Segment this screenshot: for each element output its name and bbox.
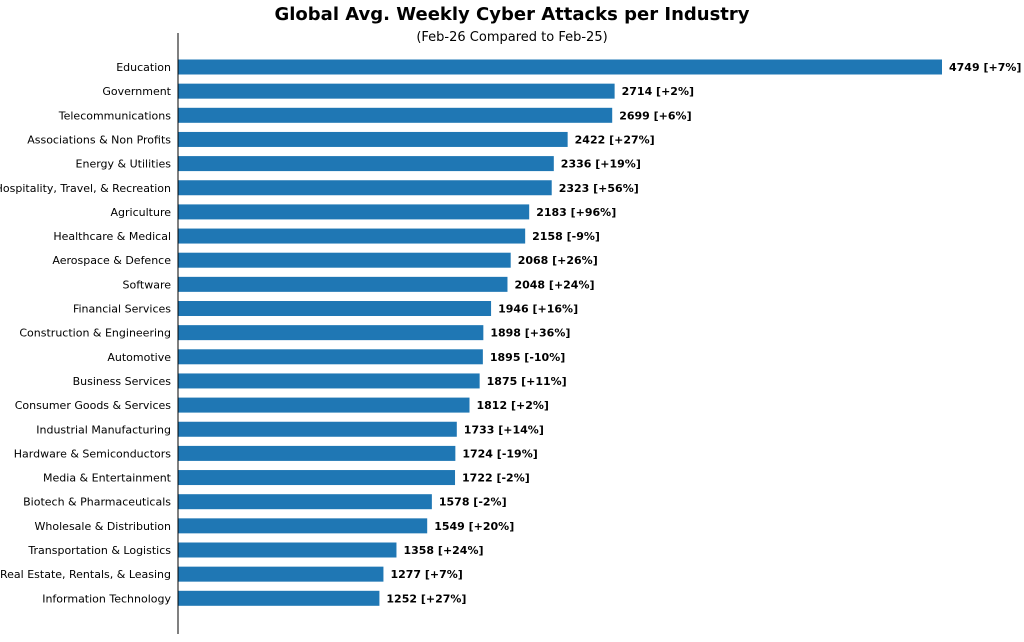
bar — [178, 566, 384, 582]
value-label: 1724 [-19%] — [462, 447, 537, 460]
category-label: Hospitality, Travel, & Recreation — [0, 182, 171, 195]
value-label: 2323 [+56%] — [559, 182, 639, 195]
category-label: Education — [116, 61, 171, 74]
category-label: Business Services — [73, 375, 172, 388]
category-label: Wholesale & Distribution — [35, 520, 171, 533]
bar — [178, 156, 554, 172]
value-label: 1812 [+2%] — [477, 399, 549, 412]
value-label: 1358 [+24%] — [403, 544, 483, 557]
bar — [178, 107, 613, 123]
value-labels-group: 4749 [+7%] 2714 [+2%] 2699 [+6%] 2422 [+27%… — [386, 61, 1021, 605]
bars-group — [178, 59, 942, 606]
value-label: 2183 [+96%] — [536, 206, 616, 219]
bar — [178, 131, 568, 147]
bar — [178, 276, 508, 292]
category-label: Agriculture — [111, 206, 172, 219]
bar — [178, 83, 615, 99]
category-label: Telecommunications — [58, 109, 172, 122]
bar — [178, 228, 526, 244]
value-label: 1549 [+20%] — [434, 520, 514, 533]
bar — [178, 180, 552, 196]
bar — [178, 494, 432, 510]
bar — [178, 373, 480, 389]
value-label: 2068 [+26%] — [518, 254, 598, 267]
category-label: Transportation & Logistics — [27, 544, 171, 557]
bar — [178, 470, 456, 486]
value-label: 2714 [+2%] — [622, 85, 694, 98]
bar — [178, 252, 511, 268]
category-label: Hardware & Semiconductors — [14, 447, 172, 460]
category-label: Information Technology — [42, 592, 171, 605]
bar — [178, 325, 484, 341]
category-label: Energy & Utilities — [76, 158, 172, 171]
bar — [178, 518, 428, 534]
category-label: Real Estate, Rentals, & Leasing — [0, 568, 171, 581]
value-label: 1895 [-10%] — [490, 351, 565, 364]
category-label: Financial Services — [73, 303, 171, 316]
category-label: Associations & Non Profits — [27, 133, 171, 146]
bar — [178, 421, 457, 437]
category-label: Healthcare & Medical — [53, 230, 171, 243]
value-label: 1277 [+7%] — [390, 568, 462, 581]
value-label: 2699 [+6%] — [619, 109, 691, 122]
bar — [178, 542, 397, 558]
value-label: 2336 [+19%] — [561, 158, 641, 171]
value-label: 2158 [-9%] — [532, 230, 600, 243]
category-label: Government — [102, 85, 171, 98]
value-label: 2422 [+27%] — [575, 133, 655, 146]
bar — [178, 349, 483, 365]
value-label: 1875 [+11%] — [487, 375, 567, 388]
value-label: 1252 [+27%] — [386, 592, 466, 605]
value-label: 4749 [+7%] — [949, 61, 1021, 74]
category-labels-group: Education Government Telecommunications Ass… — [0, 61, 172, 605]
category-label: Automotive — [107, 351, 171, 364]
bar — [178, 445, 456, 461]
bar — [178, 59, 942, 75]
category-label: Media & Entertainment — [43, 472, 172, 485]
category-label: Industrial Manufacturing — [36, 423, 171, 436]
bar — [178, 397, 470, 413]
value-label: 1578 [-2%] — [439, 496, 507, 509]
category-label: Construction & Engineering — [19, 327, 171, 340]
value-label: 1946 [+16%] — [498, 303, 578, 316]
chart-title: Global Avg. Weekly Cyber Attacks per Ind… — [274, 4, 750, 25]
category-label: Consumer Goods & Services — [15, 399, 172, 412]
bar — [178, 301, 492, 316]
value-label: 1722 [-2%] — [462, 472, 530, 485]
value-label: 2048 [+24%] — [514, 278, 594, 291]
value-label: 1898 [+36%] — [490, 327, 570, 340]
category-label: Biotech & Pharmaceuticals — [23, 496, 171, 509]
value-label: 1733 [+14%] — [464, 423, 544, 436]
bar — [178, 204, 530, 220]
bar — [178, 590, 380, 606]
chart-subtitle: (Feb-26 Compared to Feb-25) — [416, 30, 608, 45]
category-label: Software — [123, 278, 172, 291]
category-label: Aerospace & Defence — [52, 254, 171, 267]
